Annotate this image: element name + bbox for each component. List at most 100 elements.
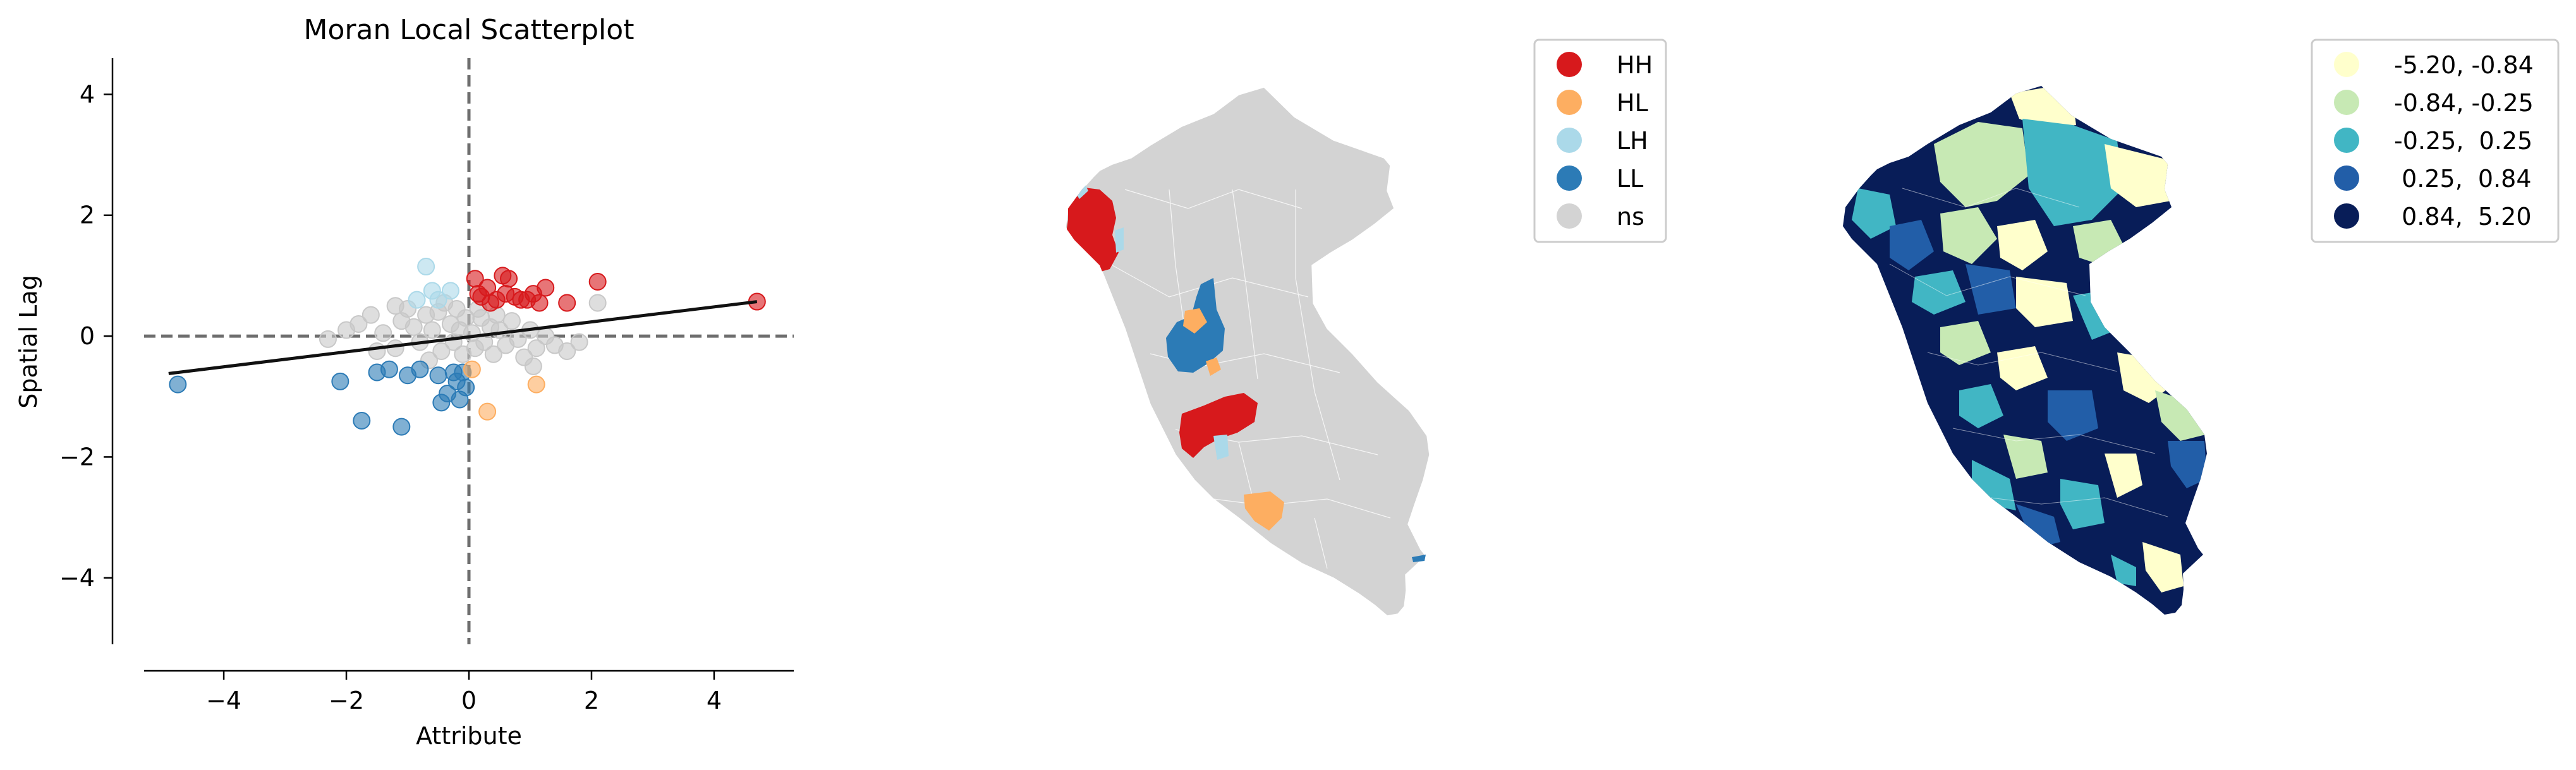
region-q4-south-2 <box>2016 504 2060 548</box>
legend-marker <box>2334 165 2359 191</box>
district-boundaries-q <box>1889 188 2168 517</box>
point-ll <box>169 375 187 394</box>
point-ns <box>361 306 380 324</box>
ticks: −4 −2 0 2 4 −4 −2 0 2 4 <box>59 80 722 714</box>
point-hl <box>527 375 545 394</box>
point-ll <box>429 366 447 385</box>
point-hh <box>500 270 518 288</box>
region-q2-center-2 <box>1940 321 1991 365</box>
y-tick-label: 2 <box>80 202 95 229</box>
regression-line <box>168 300 758 375</box>
point-ns <box>386 339 404 358</box>
y-tick-label: 0 <box>80 322 95 350</box>
point-lh <box>441 282 459 300</box>
point-ns <box>588 294 607 312</box>
legend-label: LH <box>1617 127 1648 155</box>
point-ns <box>374 324 392 342</box>
region-q3-north <box>2022 119 2123 226</box>
point-ns <box>570 333 588 351</box>
region-hl-center-2 <box>1206 358 1221 376</box>
legend-label: HL <box>1617 89 1648 117</box>
region-q2-north <box>1934 122 2029 207</box>
legend-label: -5.20, -0.84 <box>2394 51 2534 79</box>
x-tick-label: −2 <box>329 687 364 714</box>
legend-marker <box>2334 128 2359 153</box>
point-ll <box>457 378 475 397</box>
point-ll <box>411 360 429 378</box>
region-q4-west <box>1890 220 1934 270</box>
region-q1-south-2 <box>2142 542 2184 593</box>
point-ll <box>380 360 398 378</box>
x-tick-label: 0 <box>461 687 477 714</box>
legend-label: ns <box>1617 203 1644 231</box>
moran-scatterplot: Moran Local Scatterplot −4 −2 0 2 4 −4 −2 0 2 4 A… <box>15 14 794 750</box>
legend-marker <box>1557 165 1582 191</box>
point-hh <box>472 287 490 306</box>
region-q2-south <box>2003 435 2048 479</box>
region-lh-north-2 <box>1115 227 1124 253</box>
point-hl <box>463 360 481 378</box>
region-q3-south <box>1959 384 2003 428</box>
region-q4-east <box>2168 441 2207 488</box>
legend-label: HH <box>1617 51 1653 79</box>
y-tick-label: 4 <box>80 80 95 108</box>
legend-label: 0.84, 5.20 <box>2394 203 2532 231</box>
point-lh <box>408 291 426 309</box>
region-q1-center-2 <box>2016 277 2073 327</box>
region-q4-center <box>1965 264 2016 315</box>
region-q1-ne <box>2105 144 2171 207</box>
x-tick-label: 4 <box>707 687 722 714</box>
point-ns <box>386 297 404 315</box>
region-q3-center <box>1912 270 1965 315</box>
x-axis-label: Attribute <box>416 722 522 750</box>
point-hh <box>588 272 607 291</box>
point-ns <box>527 339 545 358</box>
point-hh <box>537 279 555 297</box>
point-lh <box>417 258 435 276</box>
point-ll <box>392 418 411 436</box>
fit-line <box>168 300 758 375</box>
point-ll <box>331 372 349 390</box>
point-ns <box>368 342 386 360</box>
legend-marker <box>2334 203 2359 229</box>
y-tick-label: −2 <box>59 443 95 471</box>
region-q1-south <box>2105 454 2142 498</box>
legend-marker <box>2334 90 2359 115</box>
point-ns <box>432 342 451 360</box>
legend-label: -0.84, -0.25 <box>2394 89 2534 117</box>
point-ns <box>404 318 423 336</box>
point-ns <box>319 330 337 348</box>
legend-label: -0.25, 0.25 <box>2394 127 2532 155</box>
y-tick-label: −4 <box>59 564 95 592</box>
legend-marker <box>2334 52 2359 77</box>
point-ns <box>349 315 368 333</box>
legend-marker <box>1557 52 1582 77</box>
legend-label: 0.25, 0.84 <box>2394 165 2532 193</box>
point-hh <box>530 294 549 312</box>
region-lh-south <box>1213 435 1229 460</box>
region-hl-south <box>1244 491 1284 531</box>
point-ns <box>558 342 576 360</box>
region-q3-west <box>1852 188 1896 239</box>
point-ns <box>524 357 542 375</box>
y-axis-label: Spatial Lag <box>15 275 42 409</box>
chart-title: Moran Local Scatterplot <box>304 14 635 46</box>
point-ns <box>484 345 502 363</box>
region-hh-north <box>1066 187 1119 273</box>
region-q3-south-3 <box>2060 479 2105 529</box>
region-q3-south-4 <box>2111 555 2136 586</box>
point-hl <box>478 402 497 421</box>
scatter-points <box>169 258 766 436</box>
legend-marker <box>1557 90 1582 115</box>
region-q1-center-3 <box>1997 346 2048 390</box>
point-ns <box>423 321 441 339</box>
region-q1-center <box>1997 220 2048 270</box>
quantile-map: -5.20, -0.84 -0.84, -0.25 -0.25, 0.25 0.25… <box>1843 39 2560 615</box>
legend-label: LL <box>1617 165 1643 193</box>
legend-frame-2 <box>2311 39 2560 243</box>
legend-marker <box>1557 203 1582 229</box>
cluster-map: HH HL LH LL ns <box>1065 39 1667 617</box>
region-ll-island <box>1412 555 1426 562</box>
region-q2-center <box>1940 207 1997 264</box>
